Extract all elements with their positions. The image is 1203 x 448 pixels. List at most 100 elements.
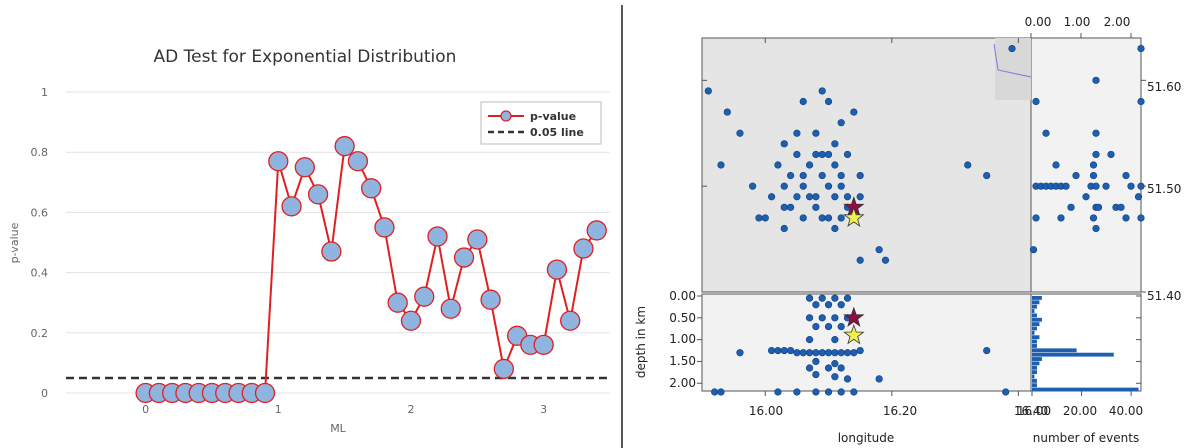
side-event-point [1123, 172, 1130, 179]
side-event-point [1108, 151, 1115, 158]
map-event-point [1009, 45, 1016, 52]
depth-event-point [819, 295, 826, 302]
map-event-point [819, 215, 826, 222]
map-event-point [838, 183, 845, 190]
top-tick-0: 0.00 [1025, 15, 1052, 29]
map-event-point [983, 172, 990, 179]
p-value-point [547, 260, 566, 279]
depth-event-point [825, 349, 832, 356]
p-value-point [335, 137, 354, 156]
side-event-point [1093, 225, 1100, 232]
map-event-point [825, 151, 832, 158]
histogram-bar [1032, 383, 1037, 387]
map-event-point [857, 193, 864, 200]
map-event-point [825, 215, 832, 222]
p-value-point [362, 179, 381, 198]
ad-y-tick: 0.4 [31, 267, 49, 280]
map-event-point [737, 130, 744, 137]
side-event-point [1090, 215, 1097, 222]
p-value-point [587, 221, 606, 240]
side-event-point [1118, 204, 1125, 211]
side-event-point [1138, 215, 1145, 222]
depth-event-point [819, 349, 826, 356]
map-event-point [844, 151, 851, 158]
map-event-point [794, 193, 801, 200]
map-event-point [813, 204, 820, 211]
map-event-point [800, 172, 807, 179]
map-event-point [813, 193, 820, 200]
map-event-point [857, 257, 864, 264]
lon-tick-1: 16.20 [883, 404, 917, 418]
depth-event-point [825, 323, 832, 330]
map-event-point [857, 172, 864, 179]
depth-event-point [1002, 389, 1009, 396]
p-value-point [375, 218, 394, 237]
side-event-point [1083, 193, 1090, 200]
map-event-point [832, 141, 839, 148]
map-event-point [800, 98, 807, 105]
depth-tick-0: 0.00 [669, 289, 696, 303]
map-event-point [781, 183, 788, 190]
p-value-point [494, 359, 513, 378]
p-value-point [455, 248, 474, 267]
depth-event-point [851, 389, 858, 396]
map-event-point [781, 141, 788, 148]
ad-x-tick: 2 [407, 403, 414, 416]
depth-event-point [813, 358, 820, 365]
hist-tick-2: 40.00 [1109, 404, 1143, 418]
p-value-point [269, 152, 288, 171]
side-event-point [1093, 151, 1100, 158]
p-value-point [388, 293, 407, 312]
map-event-point [768, 193, 775, 200]
depth-event-point [806, 336, 813, 343]
map-event-point [781, 204, 788, 211]
depth-event-point [775, 347, 782, 354]
side-event-point [1043, 130, 1050, 137]
depth-event-point [787, 347, 794, 354]
histogram-bar [1032, 388, 1139, 392]
depth-event-point [832, 360, 839, 367]
p-value-point [322, 242, 341, 261]
events-label: number of events [1033, 431, 1139, 445]
ad-y-tick: 1 [41, 86, 48, 99]
depth-event-point [775, 389, 782, 396]
map-event-point [851, 109, 858, 116]
ad-y-tick: 0 [41, 387, 48, 400]
depth-event-point [825, 389, 832, 396]
ad-y-tick: 0.8 [31, 146, 49, 159]
side-event-point [1128, 183, 1135, 190]
map-event-point [806, 162, 813, 169]
ad-y-tick-labels: 0 0.2 0.4 0.6 0.8 1 [31, 86, 49, 400]
depth-event-point [983, 347, 990, 354]
depth-event-point [844, 349, 851, 356]
map-event-point [838, 172, 845, 179]
map-event-point [832, 162, 839, 169]
depth-event-point [832, 295, 839, 302]
map-event-point [844, 193, 851, 200]
depth-event-point [825, 301, 832, 308]
histogram-bar [1032, 357, 1042, 361]
depth-event-point [711, 389, 718, 396]
p-value-point [574, 239, 593, 258]
depth-event-point [813, 349, 820, 356]
side-event-point [1093, 130, 1100, 137]
histogram-bar [1032, 309, 1034, 313]
side-event-point [1033, 215, 1040, 222]
side-event-point [1103, 183, 1110, 190]
ad-y-axis-label: p-value [8, 222, 21, 263]
depth-event-point [832, 315, 839, 322]
side-event-point [1090, 162, 1097, 169]
map-event-point [794, 130, 801, 137]
p-value-point [534, 335, 553, 354]
map-event-point [964, 162, 971, 169]
p-value-point [309, 185, 328, 204]
map-event-point [762, 215, 769, 222]
depth-event-point [718, 389, 725, 396]
side-event-point [1138, 45, 1145, 52]
p-value-point [468, 230, 487, 249]
lat-tick-0: 51.60 [1147, 80, 1181, 94]
map-event-point [718, 162, 725, 169]
depth-event-point [844, 376, 851, 383]
map-event-point [819, 151, 826, 158]
